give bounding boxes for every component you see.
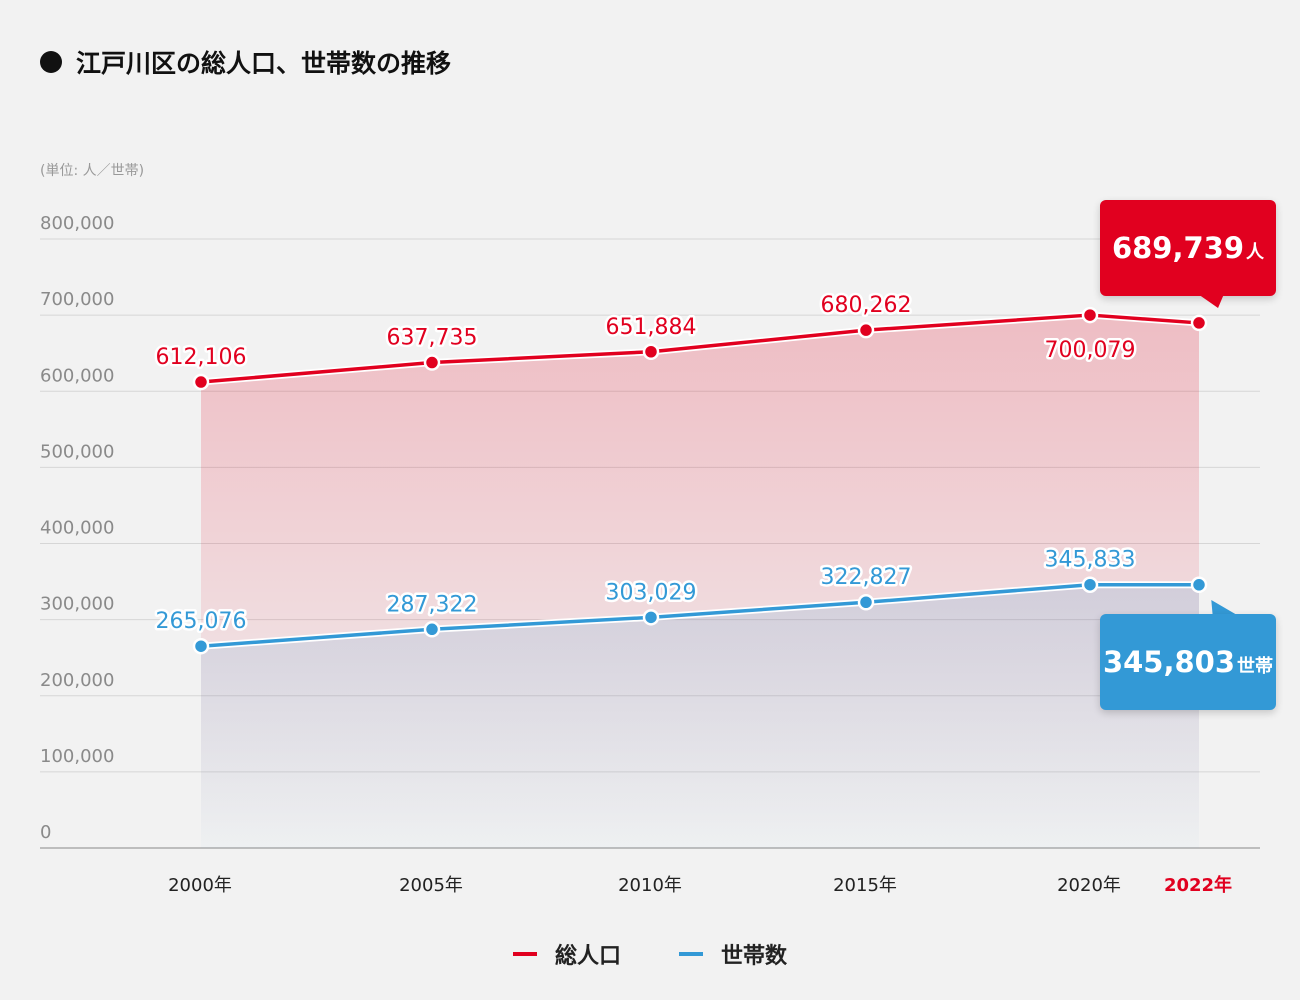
- population-point: [1081, 306, 1099, 324]
- legend: 総人口 世帯数: [0, 938, 1300, 970]
- population-callout: 689,739 人: [1100, 200, 1276, 296]
- households-point: [423, 621, 441, 638]
- population-callout-value: 689,739: [1111, 231, 1245, 265]
- population-data-label: 680,262: [821, 293, 912, 318]
- x-tick-label: 2000年: [168, 875, 232, 896]
- chart-title-block: 江戸川区の総人口、世帯数の推移: [40, 44, 451, 80]
- population-data-label: 651,884: [606, 315, 697, 340]
- population-point: [642, 343, 660, 361]
- population-callout-unit: 人: [1246, 242, 1265, 263]
- y-tick-label: 0: [40, 822, 51, 843]
- households-data-label: 322,827: [821, 565, 912, 590]
- population-data-label: 612,106: [156, 345, 247, 370]
- population-line: [200, 313, 1200, 384]
- population-point: [1190, 314, 1208, 332]
- population-point: [423, 354, 441, 371]
- y-tick-label: 500,000: [40, 441, 114, 462]
- legend-swatch-households: [679, 952, 703, 956]
- title-bullet-icon: [40, 51, 62, 73]
- households-callout-value: 345,803: [1102, 645, 1236, 679]
- x-tick-label: 2005年: [399, 875, 463, 896]
- households-callout-unit: 世帯: [1237, 656, 1274, 677]
- legend-item-households: 世帯数: [679, 938, 787, 970]
- households-point: [192, 637, 210, 655]
- households-point: [1190, 576, 1208, 594]
- x-tick-label: 2022年: [1164, 874, 1232, 896]
- households-point: [1081, 576, 1099, 593]
- population-point: [192, 373, 210, 391]
- y-tick-label: 700,000: [40, 289, 114, 310]
- population-data-label: 637,735: [387, 326, 478, 351]
- y-tick-label: 300,000: [40, 594, 114, 615]
- y-tick-label: 400,000: [40, 518, 114, 539]
- chart-title: 江戸川区の総人口、世帯数の推移: [76, 49, 452, 78]
- legend-label-population: 総人口: [554, 944, 621, 969]
- population-point: [857, 321, 875, 339]
- unit-note: (単位: 人／世帯): [40, 163, 145, 179]
- households-data-label: 265,076: [156, 609, 247, 634]
- y-tick-label: 100,000: [40, 746, 114, 767]
- x-tick-label: 2010年: [618, 875, 682, 896]
- x-tick-label: 2015年: [833, 875, 897, 896]
- y-tick-label: 200,000: [40, 670, 114, 691]
- households-data-label: 287,322: [387, 592, 478, 617]
- legend-item-population: 総人口: [512, 938, 621, 970]
- y-tick-label: 800,000: [40, 213, 114, 234]
- households-data-label: 303,029: [606, 580, 697, 605]
- legend-swatch-population: [512, 952, 537, 956]
- x-tick-label: 2020年: [1057, 875, 1121, 896]
- households-area: [201, 584, 1199, 848]
- households-point: [642, 609, 660, 626]
- line-chart: 0 100,000 200,000 300,000 400,000 500,000 600,…: [40, 213, 1260, 896]
- households-line: [200, 582, 1200, 648]
- population-data-label: 700,079: [1045, 338, 1136, 363]
- households-data-label: 345,833: [1045, 548, 1136, 573]
- households-point: [857, 593, 875, 611]
- y-tick-label: 600,000: [40, 365, 114, 386]
- legend-label-households: 世帯数: [721, 944, 788, 969]
- households-callout: 345,803 世帯: [1100, 614, 1276, 710]
